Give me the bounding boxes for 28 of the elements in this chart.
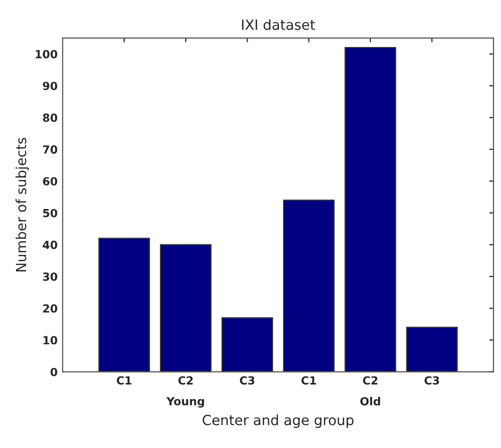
y-tick-label: 30	[43, 272, 58, 281]
text: Old	[360, 396, 380, 406]
y-tick-label: 50	[43, 208, 58, 218]
y-tick-label: 10	[44, 336, 58, 344]
y-tick-label: 70	[43, 145, 58, 154]
y-tick-label: 0	[50, 368, 58, 376]
y-tick-label: 90	[42, 82, 58, 90]
bar	[283, 200, 335, 372]
y-axis-title: Number of subjects	[16, 138, 30, 272]
text: Young	[166, 397, 204, 408]
bar	[98, 238, 150, 372]
x-tick-label: C1	[301, 376, 316, 385]
y-tick-label: 100	[36, 50, 58, 58]
y-tick-label: 80	[42, 114, 58, 122]
x-tick-label: C2	[178, 376, 193, 385]
bar	[344, 47, 396, 372]
bar	[406, 326, 458, 372]
x-tick-label: C3	[424, 376, 439, 385]
bar	[221, 317, 274, 372]
y-tick-label: 60	[42, 177, 58, 186]
x-tick-label: C2	[362, 376, 378, 385]
y-tick-label: 40	[42, 240, 58, 250]
x-tick-label: C3	[240, 376, 254, 385]
x-axis-title: Center and age group	[202, 414, 354, 428]
x-tick-label: C1	[116, 376, 132, 385]
y-tick-label: 20	[43, 304, 58, 313]
chart-title: IXI dataset	[242, 19, 316, 30]
bar	[160, 244, 212, 372]
